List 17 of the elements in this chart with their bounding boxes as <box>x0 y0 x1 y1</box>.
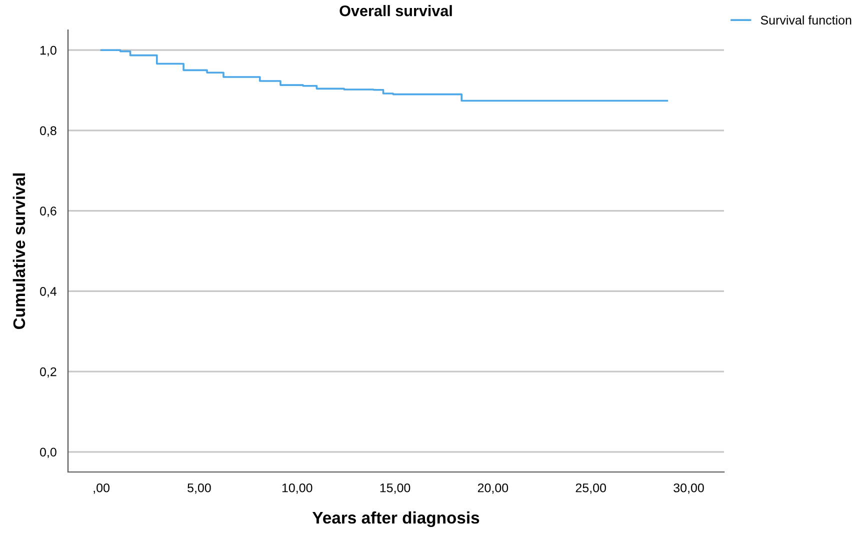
y-tick-label: 0,2 <box>40 367 56 378</box>
x-tick-label: 20,00 <box>478 483 508 494</box>
x-tick-label: 15,00 <box>380 483 410 494</box>
x-tick-label: ,00 <box>94 483 110 494</box>
x-tick-label: 10,00 <box>282 483 312 494</box>
y-axis-title: Cumulative survival <box>12 173 26 330</box>
x-axis-title: Years after diagnosis <box>312 511 480 528</box>
y-tick-label: 0,4 <box>40 286 57 298</box>
chart-title: Overall survival <box>340 5 452 16</box>
y-tick-label: 0,8 <box>40 126 56 137</box>
x-tick-label: 5,00 <box>188 483 211 494</box>
y-tick-label: 0,0 <box>40 448 56 458</box>
x-tick-label: 30,00 <box>674 483 704 494</box>
y-tick-label: 1,0 <box>40 46 56 56</box>
legend-label: Survival function <box>760 15 852 25</box>
y-tick-label: 0,6 <box>40 206 56 217</box>
x-tick-label: 25,00 <box>576 483 606 494</box>
